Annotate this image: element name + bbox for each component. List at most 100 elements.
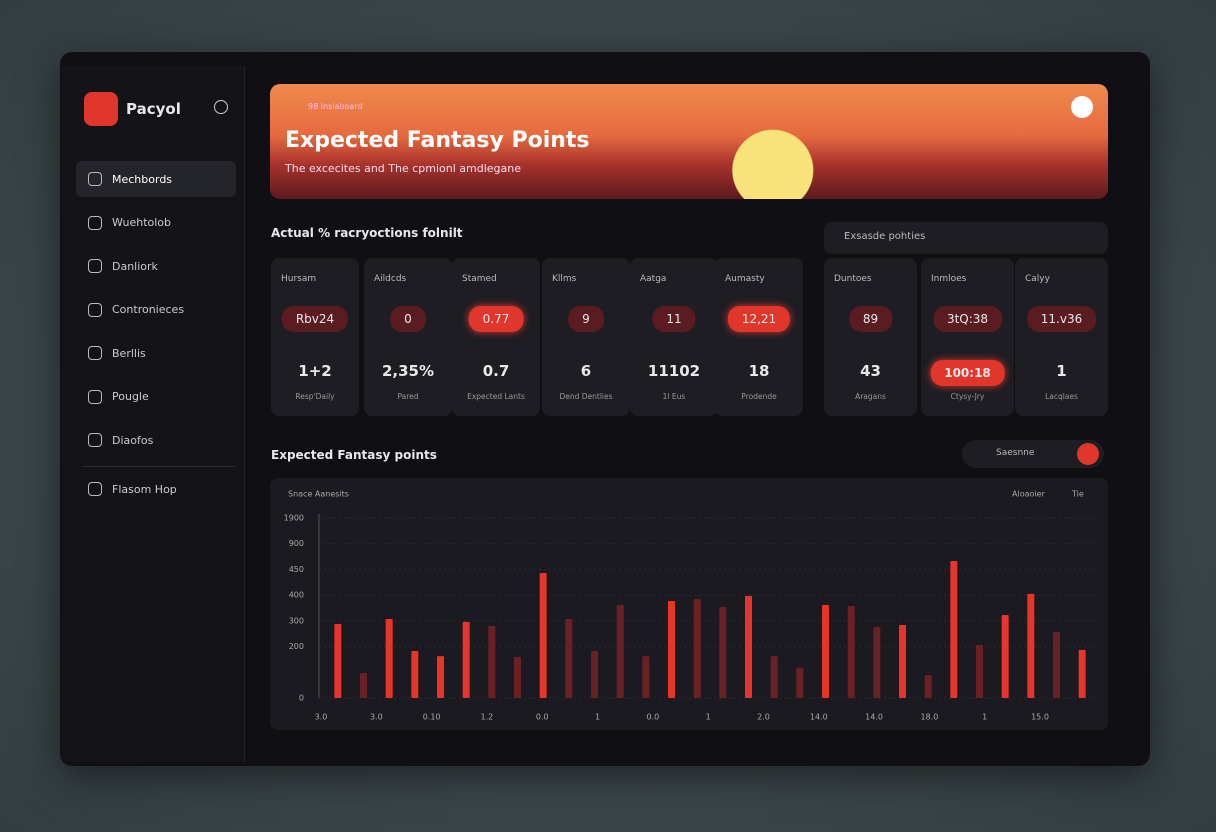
bar bbox=[514, 656, 521, 698]
card-pill: 12,21 bbox=[727, 306, 791, 332]
bar bbox=[719, 606, 727, 698]
nav-footer[interactable]: Flasom Hop bbox=[76, 471, 236, 507]
stat-card: Hursam Rbv24 1+2 Resp'Daily bbox=[271, 258, 359, 416]
nav-item[interactable]: Danliork bbox=[76, 248, 236, 284]
bar bbox=[770, 656, 778, 698]
stat-card: Inmloes 3tQ:38 100:18 Ctysy-Jry bbox=[921, 258, 1014, 416]
card-pill: Rbv24 bbox=[281, 306, 349, 332]
bar bbox=[1078, 649, 1086, 698]
logo bbox=[84, 92, 118, 126]
card-caption: Expected Lants bbox=[467, 392, 525, 401]
bar bbox=[437, 656, 444, 698]
y-tick-label: 200 bbox=[289, 642, 304, 651]
card-pill: 0.77 bbox=[468, 306, 524, 332]
nav-item[interactable]: Diaofos bbox=[76, 422, 236, 458]
search-box[interactable]: Exsasde pohties bbox=[824, 222, 1108, 254]
card-label: Kllms bbox=[552, 274, 577, 284]
bar bbox=[411, 650, 419, 698]
card-caption: Lacqlaes bbox=[1045, 392, 1078, 401]
card-value: 18 bbox=[748, 362, 770, 380]
hero-tag: 98 Insiaboard bbox=[308, 102, 363, 111]
nav-item[interactable]: Mechbords bbox=[76, 161, 236, 197]
bar bbox=[1053, 631, 1060, 698]
nav-item[interactable]: Berllis bbox=[76, 335, 236, 371]
card-label: Aatga bbox=[640, 274, 667, 284]
bar bbox=[1027, 593, 1035, 698]
y-tick-label: 0 bbox=[299, 694, 304, 703]
section-title: Actual % racryoctions folnilt bbox=[271, 226, 463, 240]
chart-panel-title: Snace Aanesits bbox=[288, 490, 349, 499]
x-tick-label: 15.0 bbox=[1031, 713, 1049, 722]
search-icon[interactable] bbox=[214, 100, 228, 114]
x-tick-label: 1 bbox=[706, 713, 711, 722]
toggle-active[interactable] bbox=[1077, 443, 1099, 465]
bar bbox=[796, 667, 804, 698]
chart-panel: Snace Aanesits Aloaoier Tie 0 200 300 400 45… bbox=[270, 478, 1108, 730]
legend-label: Tie bbox=[1071, 490, 1084, 499]
card-value: 2,35% bbox=[381, 362, 435, 380]
divider bbox=[82, 466, 236, 467]
bar bbox=[565, 619, 573, 698]
bar bbox=[462, 621, 470, 698]
card-caption: Resp'Daily bbox=[295, 392, 335, 401]
stat-card: Kllms 9 6 Dend Dentlies bbox=[542, 258, 630, 416]
legend-label: Aloaoier bbox=[1012, 490, 1046, 499]
card-caption: Ctysy-Jry bbox=[950, 392, 985, 401]
x-tick-label: 1 bbox=[982, 713, 987, 722]
nav-item[interactable]: Wuehtolob bbox=[76, 205, 236, 241]
stat-card: Stamed 0.77 0.7 Expected Lants bbox=[452, 258, 540, 416]
card-pill: 9 bbox=[568, 306, 604, 332]
card-caption: Aragans bbox=[855, 392, 886, 401]
card-pill: 11.v36 bbox=[1026, 306, 1097, 332]
x-tick-label: 0.0 bbox=[646, 713, 659, 722]
y-tick-label: 300 bbox=[289, 616, 304, 625]
card-caption: Dend Dentlies bbox=[559, 392, 613, 401]
app-name: Pacyol bbox=[126, 100, 181, 118]
card-label: Calyy bbox=[1025, 274, 1050, 284]
card-pill: 0 bbox=[390, 306, 426, 332]
y-tick-label: 400 bbox=[289, 591, 304, 600]
chart-section-title: Expected Fantasy points bbox=[271, 448, 437, 462]
card-value: 0.7 bbox=[482, 362, 510, 380]
nav-item[interactable]: Pougle bbox=[76, 379, 236, 415]
card-pill: 3tQ:38 bbox=[932, 306, 1003, 332]
play-button[interactable] bbox=[1071, 96, 1093, 118]
stat-card: Calyy 11.v36 1 Lacqlaes bbox=[1015, 258, 1108, 416]
x-tick-label: 18.0 bbox=[920, 713, 938, 722]
bar bbox=[334, 623, 342, 698]
y-tick-label: 450 bbox=[289, 565, 304, 574]
x-tick-label: 2.0 bbox=[757, 713, 770, 722]
bar bbox=[668, 601, 675, 698]
x-tick-label: 14.0 bbox=[810, 713, 828, 722]
card-label: Hursam bbox=[281, 274, 317, 284]
card-caption: Prodende bbox=[741, 392, 777, 401]
x-tick-label: 14.0 bbox=[865, 713, 883, 722]
stat-card: Aatga 11 11102 1l Eus bbox=[630, 258, 718, 416]
stat-card: Aumasty 12,21 18 Prodende bbox=[715, 258, 803, 416]
card-value: 100:18 bbox=[930, 360, 1005, 386]
bar bbox=[976, 645, 983, 698]
card-value: 6 bbox=[580, 362, 592, 380]
stat-card: Duntoes 89 43 Aragans bbox=[824, 258, 917, 416]
bar bbox=[1001, 614, 1009, 698]
bar bbox=[847, 605, 855, 698]
bar bbox=[745, 595, 752, 698]
bar bbox=[488, 626, 496, 698]
y-tick-label: 900 bbox=[289, 539, 304, 548]
card-label: Aumasty bbox=[725, 274, 765, 284]
x-tick-label: 1 bbox=[595, 713, 600, 722]
nav-item[interactable]: Contronieces bbox=[76, 292, 236, 328]
card-value: 1 bbox=[1056, 362, 1067, 380]
card-pill: 11 bbox=[652, 306, 696, 332]
chart: Snace Aanesits Aloaoier Tie 0 200 300 400 45… bbox=[284, 490, 1095, 722]
hero-banner bbox=[270, 84, 1108, 199]
bar bbox=[385, 619, 393, 698]
hero-subtitle: The excecites and The cpmionl amdlegane bbox=[285, 162, 522, 175]
bar bbox=[360, 673, 367, 698]
bar bbox=[924, 675, 932, 698]
x-tick-label: 0.0 bbox=[536, 713, 549, 722]
card-label: Duntoes bbox=[834, 274, 872, 284]
bar bbox=[591, 650, 598, 698]
x-tick-label: 3.0 bbox=[370, 713, 383, 722]
